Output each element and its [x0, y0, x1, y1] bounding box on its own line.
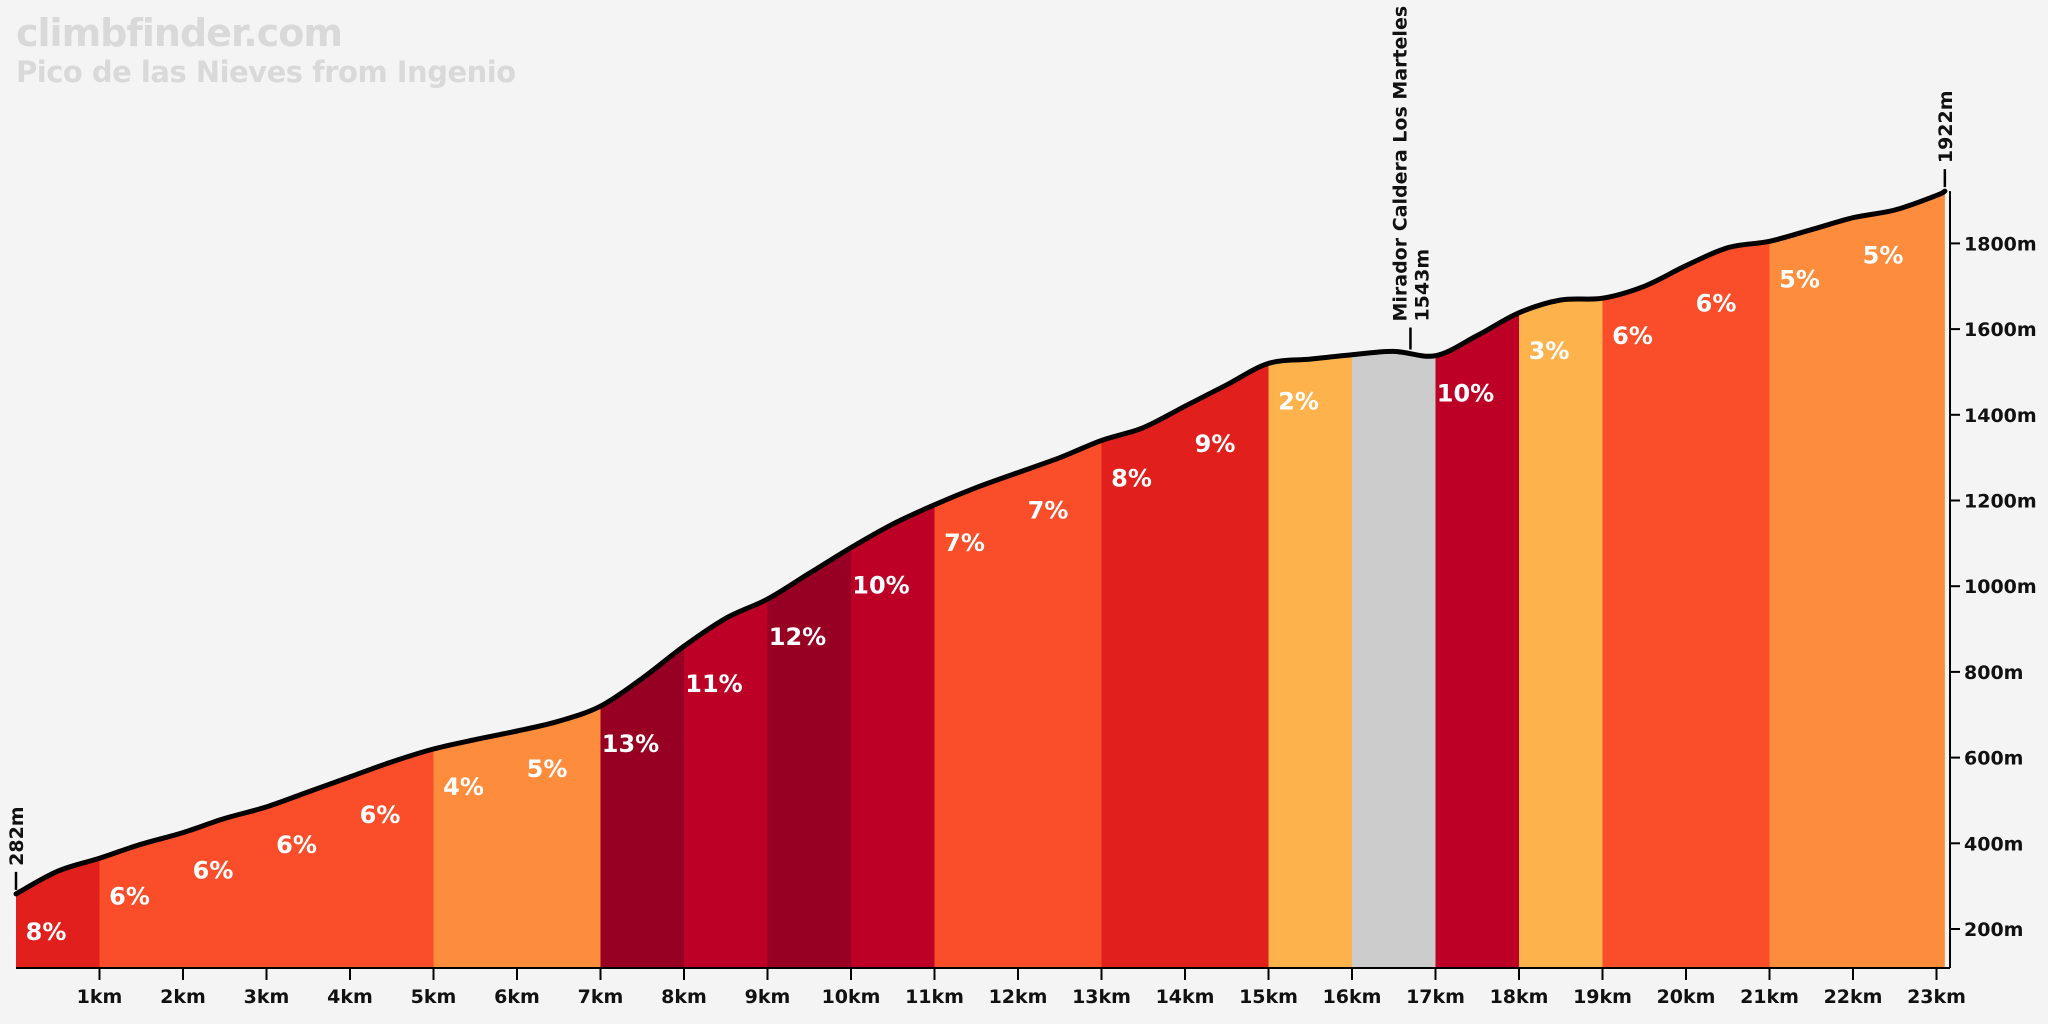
x-tick-label: 4km [327, 986, 373, 1008]
gradient-label: 8% [26, 918, 67, 946]
site-name: climbfinder.com [16, 11, 343, 55]
x-tick-label: 7km [578, 986, 624, 1008]
gradient-segment [1185, 191, 1270, 968]
x-tick-label: 13km [1072, 986, 1131, 1008]
gradient-segment [1435, 191, 1520, 968]
gradient-segment [1769, 191, 1854, 968]
x-tick-label: 1km [77, 986, 123, 1008]
gradient-segment [183, 191, 268, 968]
gradient-segment [517, 191, 602, 968]
gradient-label: 11% [685, 670, 742, 698]
gradient-label: 6% [276, 831, 317, 859]
y-tick-label: 800m [1964, 662, 2023, 684]
gradient-segment [1853, 191, 1945, 968]
gradient-segment [266, 191, 351, 968]
gradient-label: 3% [1529, 337, 1570, 365]
gradient-label: 2% [1278, 387, 1319, 415]
x-tick-label: 12km [989, 986, 1048, 1008]
gradient-segment [16, 191, 101, 968]
x-tick-label: 16km [1323, 986, 1382, 1008]
gradient-segment [1018, 191, 1103, 968]
gradient-label: 12% [769, 623, 826, 651]
gradient-label: 6% [109, 882, 150, 910]
y-tick-label: 1800m [1964, 233, 2037, 255]
gradient-label: 8% [1111, 465, 1152, 493]
x-tick-label: 14km [1156, 986, 1215, 1008]
gradient-segment [600, 191, 685, 968]
x-tick-label: 21km [1740, 986, 1799, 1008]
x-tick-label: 11km [905, 986, 964, 1008]
y-tick-label: 1400m [1964, 405, 2037, 427]
gradient-segment [99, 191, 184, 968]
gradient-label: 10% [852, 572, 909, 600]
gradient-label: 4% [443, 773, 484, 801]
x-tick-label: 18km [1490, 986, 1549, 1008]
x-tick-label: 5km [411, 986, 457, 1008]
x-tick-label: 17km [1406, 986, 1465, 1008]
annotation-label: 1922m [1935, 90, 1957, 163]
gradient-label: 6% [193, 857, 234, 885]
gradient-label: 6% [1696, 290, 1737, 318]
x-tick-label: 20km [1657, 986, 1716, 1008]
x-tick-label: 3km [244, 986, 290, 1008]
annotation-label: Mirador Caldera Los Marteles [1389, 6, 1411, 322]
x-tick-label: 19km [1573, 986, 1632, 1008]
x-tick-label: 15km [1239, 986, 1298, 1008]
gradient-label: 9% [1195, 430, 1236, 458]
gradient-label: 5% [1779, 265, 1820, 293]
gradient-segment [433, 191, 518, 968]
brand-watermark: climbfinder.com Pico de las Nieves from … [16, 11, 516, 89]
x-tick-label: 10km [822, 986, 881, 1008]
gradient-segment [851, 191, 936, 968]
x-tick-label: 22km [1824, 986, 1883, 1008]
gradient-segment [684, 191, 769, 968]
gradient-label: 7% [1028, 497, 1069, 525]
gradient-segment [1602, 191, 1687, 968]
gradient-label: 6% [360, 801, 401, 829]
gradient-label: 5% [527, 755, 568, 783]
x-tick-label: 9km [745, 986, 791, 1008]
gradient-label: 6% [1612, 322, 1653, 350]
y-tick-label: 400m [1964, 833, 2023, 855]
gradient-label: 13% [602, 730, 659, 758]
x-tick-label: 23km [1907, 986, 1966, 1008]
y-tick-label: 1000m [1964, 576, 2037, 598]
x-tick-label: 6km [494, 986, 540, 1008]
climb-title: Pico de las Nieves from Ingenio [16, 54, 516, 89]
gradient-segment [1268, 191, 1353, 968]
y-tick-label: 1600m [1964, 319, 2037, 341]
gradient-label: 10% [1437, 380, 1494, 408]
annotation-elevation: 1543m [1411, 249, 1433, 322]
gradient-segment [1686, 191, 1771, 968]
annotation-label: 282m [6, 806, 28, 865]
profile-outline [13, 188, 1948, 897]
y-tick-label: 1200m [1964, 491, 2037, 513]
gradient-segment [934, 191, 1019, 968]
gradient-label: 7% [944, 529, 985, 557]
y-tick-label: 200m [1964, 919, 2023, 941]
x-tick-label: 2km [160, 986, 206, 1008]
gradient-segment [1519, 191, 1604, 968]
gradient-segment [767, 191, 852, 968]
gradient-label: 5% [1863, 242, 1904, 270]
y-tick-label: 600m [1964, 748, 2023, 770]
x-tick-label: 8km [661, 986, 707, 1008]
